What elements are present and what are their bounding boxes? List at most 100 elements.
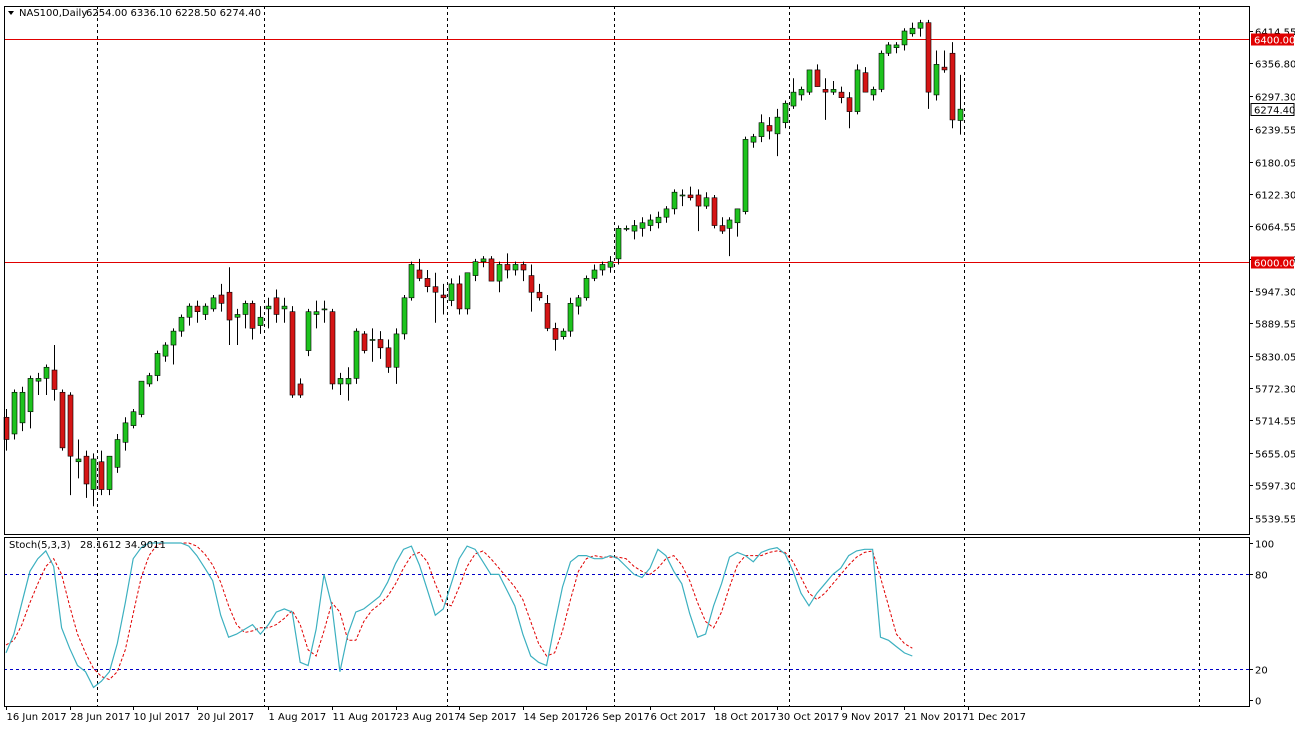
price-tick-label: 5539.55 [1255,515,1295,526]
candle [393,328,400,384]
candle [544,295,551,332]
candle [43,364,50,396]
time-tick-label: 23 Aug 2017 [397,712,461,723]
candle-body [432,286,439,293]
candle [711,194,718,229]
candle [416,258,423,282]
main-header: NAS100,Daily 6254.00 6336.10 6228.50 627… [8,8,261,19]
candle-body [734,208,741,224]
price-tick-label: 5947.30 [1255,288,1295,299]
candle-body [742,139,749,212]
candle-body [862,72,869,93]
candle [679,189,686,207]
candle [408,261,415,301]
candle-body [218,294,225,304]
time-tick-label: 18 Oct 2017 [715,712,777,723]
candle-body [567,303,574,332]
candle-body [353,330,360,379]
candle [814,64,821,87]
candle [162,342,169,362]
candle-body [106,455,113,490]
candle-body [949,52,956,121]
candle-body [782,102,789,124]
candle [353,328,360,384]
candle-body [202,305,209,315]
level-tag-label: 6400.00 [1254,36,1295,47]
candle-body [416,269,423,279]
time-tick-label: 4 Sep 2017 [460,712,517,723]
candle [202,303,209,321]
stoch-main-line [5,542,913,689]
candle-body [544,303,551,329]
candle-body [655,216,662,224]
candle [806,69,813,95]
candle [464,272,471,315]
candle [75,439,82,479]
candle [98,450,105,496]
candle [281,297,288,323]
candle [671,189,678,215]
candle [615,225,622,265]
candle [297,378,304,398]
candle-body [186,305,193,318]
candle [194,300,201,323]
stoch-tick-label: 20 [1255,666,1268,677]
candle [941,50,948,73]
candle-body [647,219,654,226]
level-tag [1251,33,1294,46]
candle [345,367,352,401]
candle [305,308,312,357]
candle-body [401,297,408,335]
candle [130,408,137,429]
collapse-triangle-icon[interactable] [8,11,14,15]
candle [90,453,97,507]
stoch-panel-frame [4,537,1250,707]
candle-body [520,264,527,271]
candle [67,392,74,496]
main-panel-grid [97,6,1200,534]
candle [536,283,543,301]
candle [226,267,233,346]
candle-body [242,303,249,315]
candle-body [870,89,877,96]
candle [59,389,66,451]
candle-body [560,330,567,337]
candle-body [345,378,352,385]
time-tick-label: 30 Oct 2017 [778,712,840,723]
candle [575,295,582,315]
candle [170,328,177,365]
candle [329,308,336,390]
candle [178,314,185,337]
candle-body [321,308,328,311]
candle [695,189,702,232]
candle-body [313,311,320,315]
candle [186,303,193,326]
candle [448,278,455,307]
candle-body [59,391,66,449]
time-tick-label: 9 Nov 2017 [842,712,900,723]
candle [289,306,296,398]
candle-body [830,89,837,93]
candle [440,283,447,315]
panel-frames [4,6,1250,707]
candle [265,297,272,329]
candle-body [790,91,797,107]
time-axis: 16 Jun 2017 28 Jun 2017 10 Jul 2017 20 Jul … [6,706,1026,723]
candle-body [901,30,908,46]
candle-body [43,366,50,379]
time-tick-label: 1 Aug 2017 [269,712,327,723]
candle [734,208,741,237]
candle-body [814,69,821,87]
candle [234,308,241,346]
candle [862,67,869,93]
price-tick-label: 5830.05 [1255,353,1295,364]
candle [949,42,956,129]
candle [639,217,646,237]
candle-body [941,66,948,71]
candle [313,300,320,329]
candle-body [774,116,781,135]
price-tick-label: 6297.30 [1255,93,1295,104]
candle [909,22,916,37]
candle-body [933,64,940,96]
candle [27,375,34,429]
